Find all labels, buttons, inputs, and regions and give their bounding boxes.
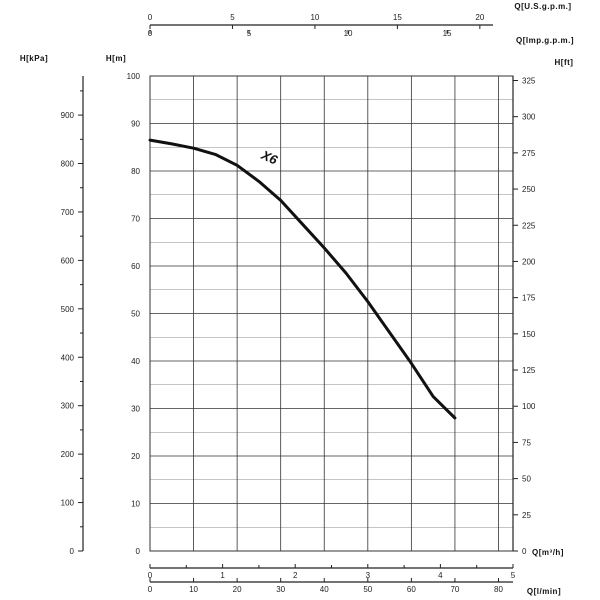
h-ft-tick-label: 125 xyxy=(522,366,536,375)
h-m-tick-label: 0 xyxy=(136,547,141,556)
q-m3h-tick-label: 2 xyxy=(293,571,298,580)
h-kpa-tick-label: 900 xyxy=(61,111,75,120)
h-m-tick-label: 90 xyxy=(131,120,140,129)
q-m3h-tick-label: 4 xyxy=(438,571,443,580)
h-m-tick-label: 10 xyxy=(131,500,140,509)
q-m3h-tick-label: 3 xyxy=(366,571,371,580)
series-line-x6 xyxy=(148,138,457,420)
q-lmin-tick-label: 30 xyxy=(276,585,285,594)
h-kpa-tick-label: 200 xyxy=(61,450,75,459)
q-lmin-tick-label: 60 xyxy=(407,585,416,594)
h-ft-tick-label: 75 xyxy=(522,438,531,447)
q-impgpm-tick-label: 10 xyxy=(344,29,353,38)
q-lmin-tick-label: 40 xyxy=(320,585,329,594)
q-m3h-tick-label: 1 xyxy=(220,571,225,580)
h-kpa-tick-label: 100 xyxy=(61,499,75,508)
q-m3h-tick-label: 0 xyxy=(148,571,153,580)
h-ft-tick-label: 200 xyxy=(522,257,536,266)
h-kpa-tick-label: 500 xyxy=(61,305,75,314)
q-impgpm-tick-label: 0 xyxy=(148,29,153,38)
series-label-x6: X6 xyxy=(258,147,280,168)
q-m3h-tick-label: 5 xyxy=(511,571,516,580)
series-layer: X6 xyxy=(148,138,457,420)
h-m-tick-label: 30 xyxy=(131,405,140,414)
h-ft-tick-label: 300 xyxy=(522,113,536,122)
h-ft-tick-label: 100 xyxy=(522,402,536,411)
h-kpa-tick-label: 700 xyxy=(61,208,75,217)
q-usgpm-tick-label: 15 xyxy=(393,13,402,22)
q-lmin-tick-label: 80 xyxy=(494,585,503,594)
q-lmin-axis-label: Q[l/min] xyxy=(527,587,561,596)
q-lmin-tick-label: 50 xyxy=(363,585,372,594)
q-usgpm-tick-label: 10 xyxy=(310,13,319,22)
q-usgpm-axis-label: Q[U.S.g.p.m.] xyxy=(514,2,571,11)
q-usgpm-tick-label: 5 xyxy=(230,13,235,22)
h-ft-tick-label: 250 xyxy=(522,185,536,194)
h-m-tick-label: 20 xyxy=(131,452,140,461)
h-ft-axis-label: H[ft] xyxy=(555,58,574,67)
h-m-tick-label: 80 xyxy=(131,167,140,176)
h-ft-tick-label: 50 xyxy=(522,475,531,484)
grid-layer xyxy=(149,75,513,552)
q-impgpm-tick-label: 5 xyxy=(247,29,252,38)
h-ft-tick-label: 0 xyxy=(522,547,527,556)
q-usgpm-tick-label: 0 xyxy=(148,13,153,22)
h-m-tick-label: 100 xyxy=(127,72,141,81)
h-ft-tick-label: 225 xyxy=(522,221,536,230)
q-usgpm-tick-label: 20 xyxy=(475,13,484,22)
h-m-tick-label: 50 xyxy=(131,310,140,319)
h-m-tick-label: 40 xyxy=(131,357,140,366)
q-impgpm-tick-label: 15 xyxy=(443,29,452,38)
h-kpa-tick-label: 800 xyxy=(61,160,75,169)
q-m3h-axis-label: Q[m³/h] xyxy=(532,548,564,557)
h-ft-tick-label: 175 xyxy=(522,294,536,303)
h-ft-tick-label: 325 xyxy=(522,76,536,85)
q-impgpm-axis-label: Q[Imp.g.p.m.] xyxy=(516,36,574,45)
h-m-axis-label: H[m] xyxy=(106,54,126,63)
h-ft-tick-label: 25 xyxy=(522,511,531,520)
h-kpa-tick-label: 400 xyxy=(61,353,75,362)
h-ft-tick-label: 150 xyxy=(522,330,536,339)
h-kpa-tick-label: 0 xyxy=(70,547,75,556)
axes-layer: 0102030405060708090100H[m]01002003004005… xyxy=(20,2,574,596)
h-kpa-tick-label: 600 xyxy=(61,256,75,265)
q-lmin-tick-label: 70 xyxy=(450,585,459,594)
q-lmin-tick-label: 20 xyxy=(233,585,242,594)
q-lmin-tick-label: 10 xyxy=(189,585,198,594)
h-kpa-axis-label: H[kPa] xyxy=(20,54,48,63)
q-lmin-tick-label: 0 xyxy=(148,585,153,594)
h-ft-tick-label: 275 xyxy=(522,149,536,158)
h-kpa-tick-label: 300 xyxy=(61,402,75,411)
h-m-tick-label: 60 xyxy=(131,262,140,271)
h-m-tick-label: 70 xyxy=(131,215,140,224)
